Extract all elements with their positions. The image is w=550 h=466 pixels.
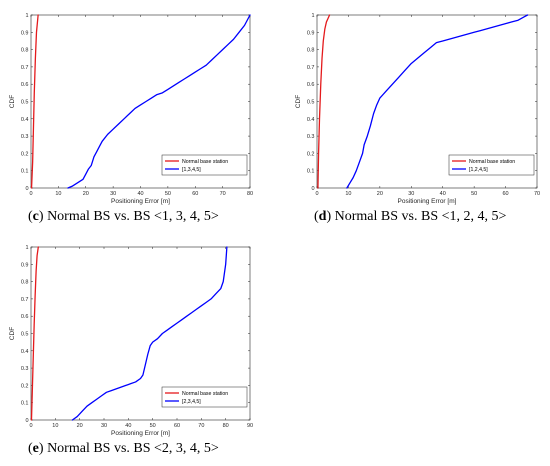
y-tick-label: 0.5 bbox=[307, 100, 315, 106]
y-tick-label: 0.7 bbox=[21, 65, 29, 71]
x-tick-label: 30 bbox=[101, 423, 107, 429]
x-tick-label: 0 bbox=[315, 191, 318, 197]
x-tick-label: 50 bbox=[471, 191, 477, 197]
legend: Normal base station [1,3,4,5] bbox=[161, 154, 248, 176]
y-tick-label: 0.5 bbox=[21, 332, 29, 338]
caption-text: Normal BS vs. BS <2, 3, 4, 5> bbox=[44, 441, 219, 456]
x-tick-label: 40 bbox=[125, 423, 131, 429]
x-tick-label: 20 bbox=[377, 191, 383, 197]
chart-c: 0 10 20 30 40 50 60 70 80 0 0.1 0.2 0.3 0.4 0.5 0.6 0.7 0… bbox=[9, 13, 253, 224]
x-tick-label: 50 bbox=[165, 191, 171, 197]
y-tick-label: 0.1 bbox=[307, 169, 315, 175]
y-axis-label: CDF bbox=[295, 95, 302, 108]
x-tick-label: 10 bbox=[52, 423, 58, 429]
figure-caption: (c) Normal BS vs. BS <1, 3, 4, 5> bbox=[28, 209, 219, 224]
y-tick-label: 0.8 bbox=[307, 48, 315, 54]
y-tick-label: 0.6 bbox=[21, 82, 29, 88]
series-line-bs bbox=[346, 14, 529, 189]
y-tick-label: 0 bbox=[25, 418, 28, 424]
y-axis-label: CDF bbox=[9, 95, 16, 108]
y-tick-label: 0.9 bbox=[21, 262, 29, 268]
x-tick-label: 0 bbox=[29, 191, 32, 197]
x-tick-label: 40 bbox=[137, 191, 143, 197]
y-axis-label: CDF bbox=[9, 327, 16, 340]
x-tick-label: 50 bbox=[150, 423, 156, 429]
legend-box bbox=[161, 154, 248, 176]
legend-entry: [1,2,4,5] bbox=[469, 167, 488, 173]
series-line-normal bbox=[30, 14, 39, 189]
y-tick-label: 0.6 bbox=[21, 314, 29, 320]
figure-caption: (e) Normal BS vs. BS <2, 3, 4, 5> bbox=[28, 441, 219, 456]
legend-box bbox=[161, 386, 248, 408]
x-tick-label: 20 bbox=[77, 423, 83, 429]
y-tick-label: 1 bbox=[311, 13, 314, 19]
y-tick-label: 0.4 bbox=[21, 349, 29, 355]
y-tick-label: 0.1 bbox=[21, 401, 29, 407]
x-tick-label: 60 bbox=[174, 423, 180, 429]
y-tick-label: 0.3 bbox=[21, 134, 29, 140]
y-tick-label: 0.7 bbox=[307, 65, 315, 71]
x-tick-label: 10 bbox=[345, 191, 351, 197]
figure-caption: (d) Normal BS vs. BS <1, 2, 4, 5> bbox=[314, 209, 506, 224]
x-tick-label: 60 bbox=[192, 191, 198, 197]
x-tick-label: 90 bbox=[247, 423, 253, 429]
y-tick-label: 0.3 bbox=[21, 366, 29, 372]
y-tick-label: 1 bbox=[25, 13, 28, 19]
y-tick-label: 0 bbox=[25, 186, 28, 192]
legend-entry: Normal base station bbox=[182, 159, 228, 165]
y-tick-label: 0.6 bbox=[307, 82, 315, 88]
caption-letter: c bbox=[33, 209, 39, 224]
y-tick-label: 0.2 bbox=[21, 383, 29, 389]
y-tick-label: 1 bbox=[25, 245, 28, 251]
legend-entry: [1,3,4,5] bbox=[182, 167, 201, 173]
series-line-normal bbox=[317, 14, 331, 189]
x-tick-label: 40 bbox=[440, 191, 446, 197]
y-tick-label: 0.2 bbox=[307, 151, 315, 157]
legend-entry: Normal base station bbox=[469, 159, 515, 165]
series-line-bs bbox=[71, 246, 228, 421]
x-tick-label: 70 bbox=[198, 423, 204, 429]
x-tick-label: 80 bbox=[223, 423, 229, 429]
y-tick-label: 0.4 bbox=[21, 117, 29, 123]
x-tick-label: 20 bbox=[83, 191, 89, 197]
legend-entry: [2,3,4,5] bbox=[182, 399, 201, 405]
y-tick-label: 0.1 bbox=[21, 169, 29, 175]
caption-letter: e bbox=[33, 441, 39, 456]
legend-box bbox=[448, 154, 535, 176]
x-tick-label: 70 bbox=[534, 191, 540, 197]
y-tick-label: 0.9 bbox=[21, 30, 29, 36]
caption-letter: d bbox=[319, 209, 327, 224]
y-tick-label: 0 bbox=[311, 186, 314, 192]
y-tick-label: 0.8 bbox=[21, 48, 29, 54]
x-tick-label: 80 bbox=[247, 191, 253, 197]
x-tick-label: 10 bbox=[55, 191, 61, 197]
x-tick-label: 70 bbox=[220, 191, 226, 197]
chart-d: 0 10 20 30 40 50 60 70 0 0.1 0.2 0.3 0.4 0.5 0.6 0.7 0.8… bbox=[295, 13, 540, 224]
x-tick-label: 60 bbox=[503, 191, 509, 197]
y-tick-label: 0.3 bbox=[307, 134, 315, 140]
x-axis-label: Positioning Error [m] bbox=[111, 198, 170, 205]
x-tick-label: 30 bbox=[110, 191, 116, 197]
x-axis-label: Positioning Error [m] bbox=[398, 198, 457, 205]
x-axis-label: Positioning Error [m] bbox=[111, 430, 170, 437]
legend-entry: Normal base station bbox=[182, 391, 228, 397]
y-tick-label: 0.2 bbox=[21, 151, 29, 157]
y-tick-label: 0.9 bbox=[307, 30, 315, 36]
caption-text: Normal BS vs. BS <1, 3, 4, 5> bbox=[44, 209, 219, 224]
y-tick-label: 0.5 bbox=[21, 100, 29, 106]
series-line-bs bbox=[67, 14, 251, 189]
chart-e: 0 10 20 30 40 50 60 70 80 90 0 0.1 0.2 0.3 0.4 0.5 0.6 0.… bbox=[9, 245, 253, 456]
legend: Normal base station [2,3,4,5] bbox=[161, 386, 248, 408]
legend: Normal base station [1,2,4,5] bbox=[448, 154, 535, 176]
y-tick-label: 0.7 bbox=[21, 297, 29, 303]
y-tick-label: 0.8 bbox=[21, 280, 29, 286]
y-tick-label: 0.4 bbox=[307, 117, 315, 123]
caption-text: Normal BS vs. BS <1, 2, 4, 5> bbox=[331, 209, 506, 224]
x-tick-label: 30 bbox=[408, 191, 414, 197]
series-line-normal bbox=[30, 246, 39, 421]
x-tick-label: 0 bbox=[29, 423, 32, 429]
